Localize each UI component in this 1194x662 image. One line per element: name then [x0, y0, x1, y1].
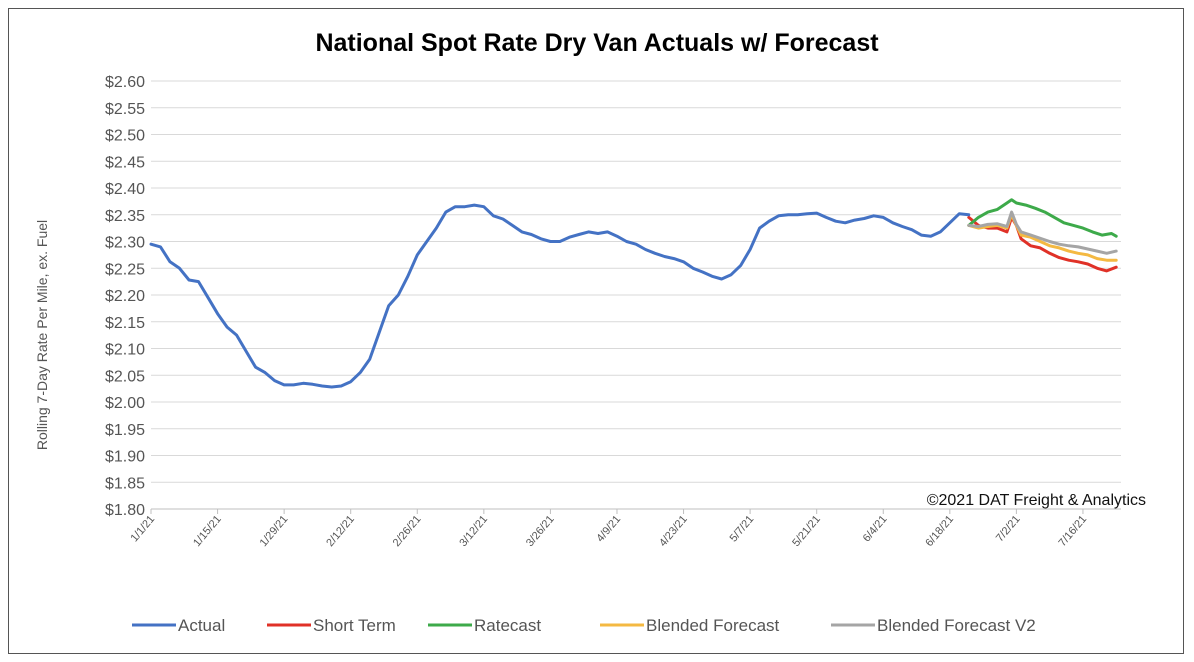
- x-tick-label: 3/26/21: [524, 513, 557, 549]
- x-tick-label: 2/26/21: [391, 513, 424, 549]
- series-line-ratecast: [967, 198, 1118, 238]
- x-tick-label: 5/7/21: [728, 513, 757, 544]
- y-axis-ticks: $1.80 $1.85 $1.90 $1.95 $2.00 $2.05 $2.10 $2.15…: [105, 74, 145, 519]
- legend-label: Blended Forecast: [646, 616, 780, 635]
- y-tick-label: $2.25: [105, 261, 145, 278]
- series-line-actual: [149, 203, 971, 389]
- x-tick-label: 1/15/21: [191, 513, 224, 549]
- copyright-annotation: ©2021 DAT Freight & Analytics: [927, 492, 1146, 509]
- series-line-blended-forecast: [967, 213, 1118, 262]
- legend-item-short-term: Short Term: [267, 616, 396, 635]
- y-tick-label: $2.35: [105, 208, 145, 225]
- chart-frame: National Spot Rate Dry Van Actuals w/ Fo…: [8, 8, 1184, 654]
- legend-item-actual: Actual: [132, 616, 225, 635]
- x-tick-label: 1/29/21: [258, 513, 291, 549]
- y-tick-label: $2.15: [105, 315, 145, 332]
- line-chart: National Spot Rate Dry Van Actuals w/ Fo…: [34, 29, 1146, 635]
- legend: Actual Short Term Ratecast Blended Forecast…: [132, 616, 1036, 635]
- chart-title: National Spot Rate Dry Van Actuals w/ Fo…: [315, 29, 879, 57]
- x-tick-label: 4/23/21: [657, 513, 690, 549]
- y-tick-label: $1.80: [105, 502, 145, 519]
- x-tick-label: 6/4/21: [861, 513, 890, 544]
- y-tick-label: $2.45: [105, 154, 145, 171]
- y-tick-label: $2.20: [105, 288, 145, 305]
- x-tick-label: 3/12/21: [457, 513, 490, 549]
- series-lines: [149, 198, 1118, 389]
- y-tick-label: $1.90: [105, 449, 145, 466]
- x-tick-label: 7/16/21: [1056, 513, 1089, 549]
- legend-item-ratecast: Ratecast: [428, 616, 541, 635]
- x-tick-label: 5/21/21: [790, 513, 823, 549]
- y-tick-label: $2.40: [105, 181, 145, 198]
- y-tick-label: $2.50: [105, 128, 145, 145]
- legend-item-blended-forecast: Blended Forecast: [600, 616, 780, 635]
- x-axis-ticks: 1/1/21 1/15/21 1/29/21 2/12/21 2/26/21 3/12/2…: [128, 509, 1089, 549]
- y-tick-label: $1.95: [105, 422, 145, 439]
- y-tick-label: $2.60: [105, 74, 145, 91]
- y-tick-label: $2.10: [105, 342, 145, 359]
- y-tick-label: $2.55: [105, 101, 145, 118]
- legend-label: Ratecast: [474, 616, 541, 635]
- legend-label: Actual: [178, 616, 225, 635]
- x-tick-label: 6/18/21: [923, 513, 956, 549]
- gridlines: [151, 80, 1121, 483]
- series-line-short-term: [967, 215, 1118, 273]
- legend-label: Blended Forecast V2: [877, 616, 1036, 635]
- legend-item-blended-forecast-v2: Blended Forecast V2: [831, 616, 1036, 635]
- x-tick-label: 7/2/21: [994, 513, 1023, 544]
- series-line-blended-forecast-v2: [967, 210, 1118, 255]
- y-tick-label: $2.30: [105, 235, 145, 252]
- legend-label: Short Term: [313, 616, 396, 635]
- y-tick-label: $1.85: [105, 475, 145, 492]
- y-axis-label: Rolling 7-Day Rate Per Mile, ex. Fuel: [34, 220, 50, 450]
- y-tick-label: $2.05: [105, 368, 145, 385]
- x-tick-label: 4/9/21: [594, 513, 623, 544]
- y-tick-label: $2.00: [105, 395, 145, 412]
- x-tick-label: 2/12/21: [324, 513, 357, 549]
